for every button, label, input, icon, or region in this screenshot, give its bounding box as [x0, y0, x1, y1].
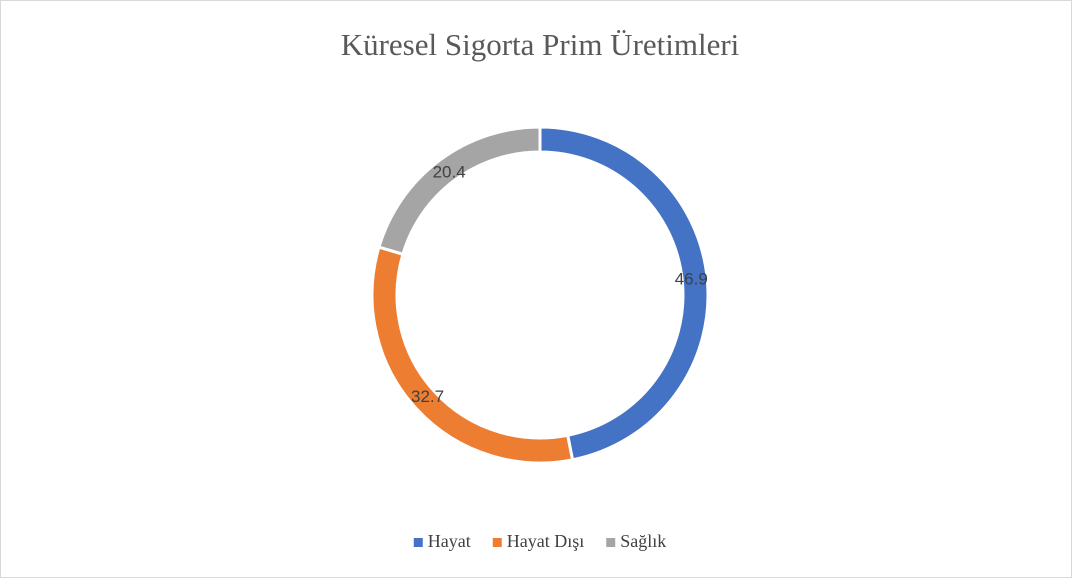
data-label: 46.9: [675, 270, 708, 289]
legend-label: Sağlık: [620, 531, 666, 551]
legend-label: Hayat: [428, 531, 471, 551]
legend-marker: [606, 538, 616, 547]
data-label: 20.4: [433, 163, 466, 182]
legend-label: Hayat Dışı: [507, 531, 584, 551]
legend-marker: [492, 538, 502, 547]
donut-slice: [377, 125, 542, 257]
chart-title: Küresel Sigorta Prim Üretimleri: [341, 27, 740, 62]
legend-marker: [413, 538, 423, 547]
data-label: 32.7: [411, 387, 444, 406]
